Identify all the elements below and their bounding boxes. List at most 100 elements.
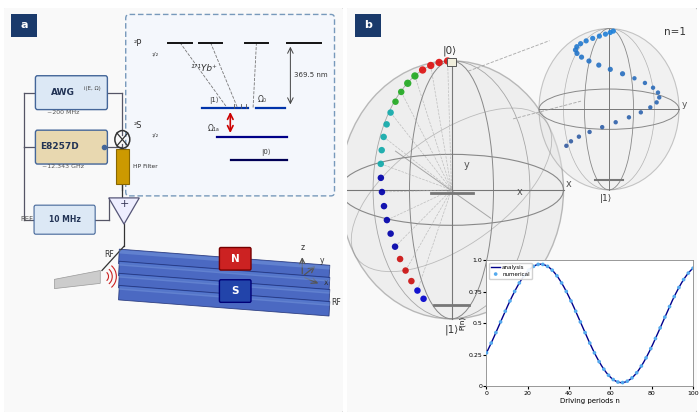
Text: y: y [320, 256, 324, 265]
Point [395, 89, 407, 95]
Ellipse shape [340, 61, 564, 319]
Point [389, 243, 400, 250]
Y-axis label: P(n): P(n) [459, 316, 466, 331]
numerical [556, 280, 567, 286]
Point [381, 121, 392, 128]
numerical [659, 314, 671, 320]
Point [617, 71, 628, 77]
Point [561, 142, 572, 149]
Text: z: z [301, 243, 305, 252]
Text: ~200 MHz: ~200 MHz [47, 110, 79, 115]
numerical [537, 261, 548, 268]
Text: Ω₀: Ω₀ [258, 95, 267, 104]
Point [425, 62, 436, 69]
Point [377, 189, 388, 195]
Point [608, 28, 619, 34]
numerical [500, 308, 511, 315]
FancyBboxPatch shape [219, 247, 251, 270]
Point [635, 109, 646, 116]
Point [566, 138, 577, 144]
Point [587, 35, 598, 42]
FancyBboxPatch shape [116, 149, 129, 184]
Point [570, 47, 581, 53]
numerical [589, 349, 600, 356]
Point [605, 66, 616, 73]
Point [400, 267, 411, 274]
analysis [689, 266, 697, 271]
numerical [486, 340, 497, 346]
Polygon shape [119, 250, 330, 270]
analysis [658, 321, 666, 326]
Point [571, 50, 582, 57]
Point [651, 99, 662, 106]
Text: +: + [119, 199, 129, 209]
Point [385, 230, 396, 237]
Text: x: x [323, 278, 328, 287]
numerical [570, 308, 581, 315]
Point [639, 80, 650, 87]
numerical [584, 340, 595, 346]
Polygon shape [55, 270, 100, 289]
Point [610, 119, 622, 126]
FancyBboxPatch shape [126, 14, 335, 196]
numerical [654, 325, 666, 331]
analysis [482, 350, 491, 355]
Legend: analysis, numerical: analysis, numerical [489, 263, 532, 279]
Polygon shape [118, 273, 330, 304]
Text: ₁/₂: ₁/₂ [151, 51, 158, 56]
Point [385, 109, 396, 116]
Text: 369.5 nm: 369.5 nm [294, 72, 328, 78]
Bar [447, 58, 456, 66]
Point [576, 54, 587, 60]
Polygon shape [119, 262, 330, 282]
Point [376, 147, 387, 154]
Text: y: y [463, 160, 470, 170]
Point [433, 59, 444, 66]
numerical [552, 273, 563, 279]
Text: S: S [232, 286, 239, 296]
Point [575, 40, 586, 47]
Text: |1⟩: |1⟩ [209, 97, 218, 104]
analysis [610, 377, 618, 382]
Point [442, 58, 453, 64]
Text: ²S: ²S [133, 121, 141, 130]
analysis [536, 262, 545, 267]
numerical [547, 267, 558, 273]
Text: ₁/₂: ₁/₂ [151, 132, 158, 137]
Point [390, 98, 401, 105]
Text: REF: REF [20, 216, 33, 222]
Ellipse shape [539, 29, 679, 190]
X-axis label: Driving periods n: Driving periods n [560, 398, 620, 404]
Point [594, 33, 605, 39]
Text: i(E, Ω): i(E, Ω) [84, 86, 101, 91]
numerical [505, 298, 516, 304]
Point [596, 124, 608, 131]
Text: N: N [231, 254, 240, 264]
Point [654, 94, 665, 101]
Point [379, 203, 390, 210]
analysis [606, 374, 614, 379]
Text: HP Filter: HP Filter [133, 164, 158, 169]
numerical [594, 358, 605, 365]
numerical [519, 273, 530, 279]
Point [629, 75, 640, 81]
Point [652, 89, 664, 96]
Point [593, 62, 604, 68]
numerical [617, 379, 628, 386]
Point [395, 256, 406, 262]
Polygon shape [118, 261, 330, 292]
Point [605, 29, 616, 36]
Text: 10 MHz: 10 MHz [49, 215, 80, 224]
numerical [631, 369, 643, 376]
numerical [561, 288, 572, 295]
Text: Ω₁ₐ: Ω₁ₐ [207, 123, 219, 133]
numerical [481, 349, 492, 356]
Point [417, 67, 428, 74]
Point [406, 278, 417, 284]
Polygon shape [118, 249, 330, 280]
numerical [622, 378, 633, 385]
numerical [575, 318, 586, 325]
Text: ²P: ²P [133, 39, 141, 48]
Text: |1⟩: |1⟩ [600, 194, 612, 203]
Text: n=1: n=1 [664, 26, 686, 37]
